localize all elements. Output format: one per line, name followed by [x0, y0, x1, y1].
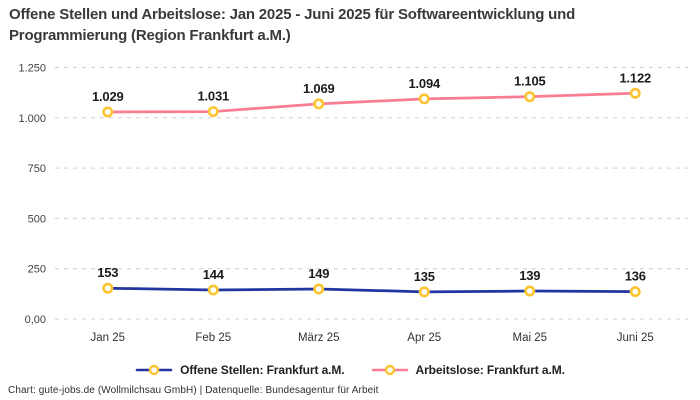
x-axis-tick-label: Juni 25	[617, 332, 654, 344]
data-point-label: 135	[414, 269, 435, 284]
x-axis-tick-label: Feb 25	[195, 332, 231, 344]
chart-title: Offene Stellen und Arbeitslose: Jan 2025…	[9, 4, 681, 46]
data-point-marker	[629, 87, 641, 99]
data-point-marker	[629, 286, 641, 298]
y-axis-tick-label: 1.250	[18, 63, 46, 75]
y-axis-tick-label: 0,00	[25, 314, 46, 326]
legend-item-offene-stellen: Offene Stellen: Frankfurt a.M.	[135, 363, 345, 377]
data-point-label: 1.105	[514, 74, 546, 89]
data-point-label: 139	[519, 268, 540, 283]
data-point-marker	[102, 106, 114, 118]
line-marker-swatch-icon	[135, 364, 173, 376]
data-point-marker	[102, 282, 114, 294]
legend-label-arbeitslose: Arbeitslose: Frankfurt a.M.	[415, 363, 565, 377]
x-axis-tick-label: Apr 25	[407, 332, 441, 344]
data-point-label: 136	[625, 269, 646, 284]
data-point-label: 1.069	[303, 81, 335, 96]
chart-source-attribution: Chart: gute-jobs.de (Wollmilchsau GmbH) …	[8, 385, 379, 396]
data-point-marker	[313, 283, 325, 295]
data-point-label: 1.094	[408, 76, 441, 91]
data-point-label: 1.031	[197, 89, 229, 104]
data-point-label: 153	[97, 265, 118, 280]
legend-item-arbeitslose: Arbeitslose: Frankfurt a.M.	[371, 363, 565, 377]
data-point-label: 1.029	[92, 89, 124, 104]
data-point-label: 144	[203, 267, 225, 282]
chart-title-line-1: Offene Stellen und Arbeitslose: Jan 2025…	[9, 6, 576, 23]
data-point-marker	[524, 285, 536, 297]
data-point-marker	[313, 98, 325, 110]
y-axis-tick-label: 250	[28, 264, 46, 276]
y-axis-tick-label: 750	[28, 163, 46, 175]
data-point-label: 149	[308, 266, 329, 281]
x-axis-tick-label: März 25	[298, 332, 340, 344]
series-line	[106, 286, 637, 294]
y-axis-tick-label: 1.000	[18, 113, 46, 125]
legend-label-offene-stellen: Offene Stellen: Frankfurt a.M.	[180, 363, 345, 377]
data-point-label: 1.122	[619, 70, 651, 85]
x-axis-tick-label: Jan 25	[90, 332, 125, 344]
y-axis-tick-label: 500	[28, 213, 46, 225]
line-marker-swatch-icon	[371, 364, 408, 376]
data-point-marker	[524, 91, 536, 103]
data-point-marker	[418, 93, 430, 105]
data-point-marker	[207, 106, 219, 118]
x-axis-tick-label: Mai 25	[512, 332, 547, 344]
series-line	[106, 91, 637, 114]
data-point-marker	[207, 284, 219, 296]
chart-title-line-2: Programmierung (Region Frankfurt a.M.)	[9, 27, 291, 44]
data-point-marker	[418, 286, 430, 298]
chart-legend: Offene Stellen: Frankfurt a.M. Arbeitslo…	[0, 361, 700, 379]
